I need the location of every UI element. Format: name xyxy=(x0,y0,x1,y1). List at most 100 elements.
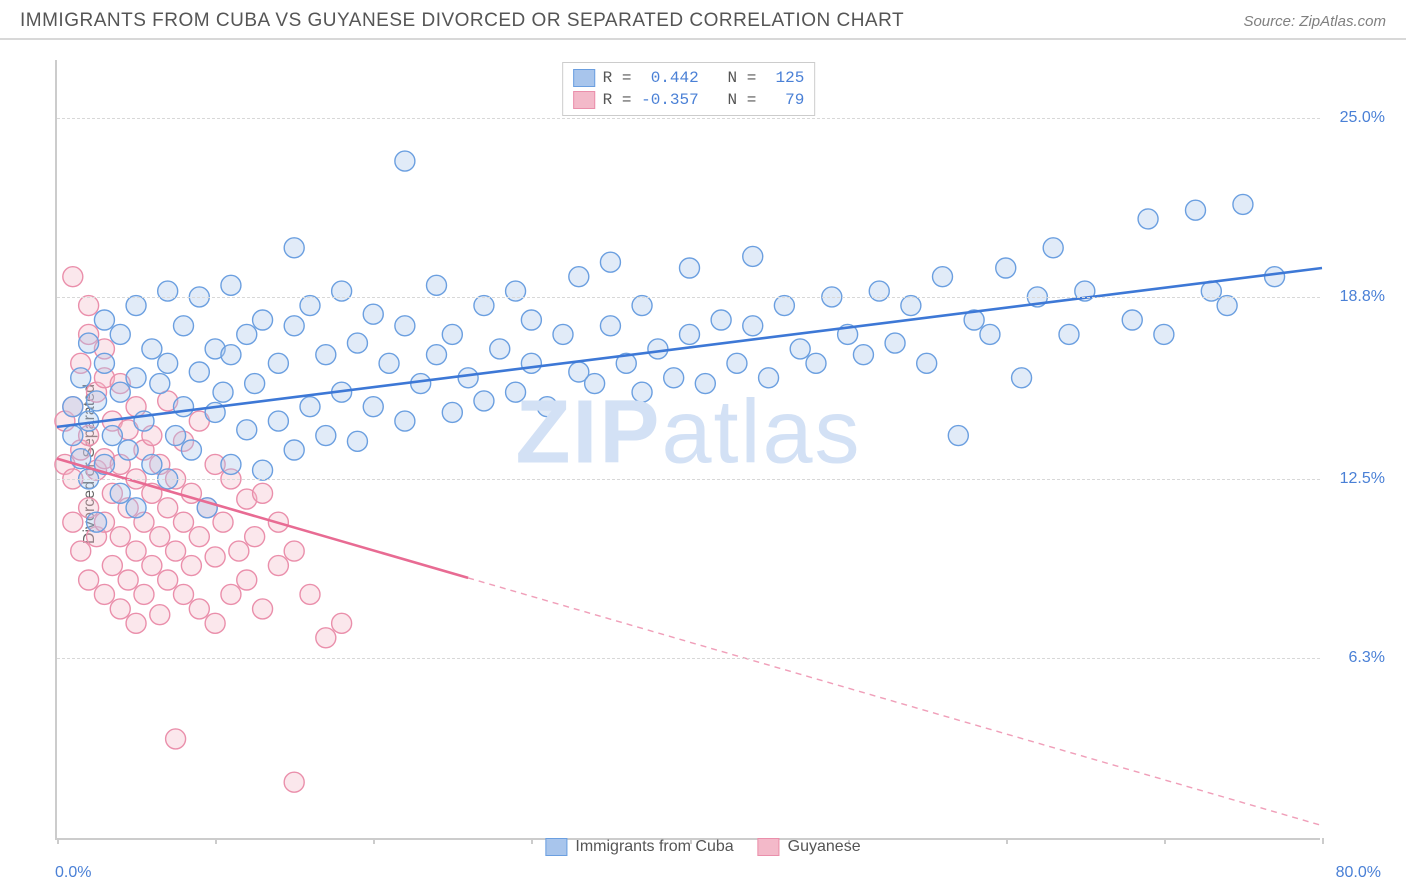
scatter-point xyxy=(118,440,138,460)
x-tick xyxy=(215,838,217,844)
x-tick xyxy=(1164,838,1166,844)
scatter-point xyxy=(790,339,810,359)
x-tick xyxy=(531,838,533,844)
scatter-point xyxy=(268,556,288,576)
swatch-guyanese xyxy=(573,91,595,109)
scatter-point xyxy=(110,599,130,619)
scatter-point xyxy=(268,411,288,431)
legend-item-guyanese: Guyanese xyxy=(758,838,861,856)
scatter-point xyxy=(181,556,201,576)
scatter-point xyxy=(189,599,209,619)
scatter-point xyxy=(213,382,233,402)
legend-label-guyanese: Guyanese xyxy=(788,838,861,856)
legend-item-cuba: Immigrants from Cuba xyxy=(545,838,733,856)
scatter-point xyxy=(1265,267,1285,287)
scatter-point xyxy=(300,584,320,604)
legend-label-cuba: Immigrants from Cuba xyxy=(575,838,733,856)
scatter-point xyxy=(300,397,320,417)
scatter-point xyxy=(94,584,114,604)
scatter-point xyxy=(680,324,700,344)
scatter-point xyxy=(442,402,462,422)
scatter-point xyxy=(150,374,170,394)
scatter-point xyxy=(253,310,273,330)
scatter-point xyxy=(158,281,178,301)
scatter-point xyxy=(158,353,178,373)
scatter-point xyxy=(284,238,304,258)
scatter-point xyxy=(395,316,415,336)
scatter-point xyxy=(395,151,415,171)
scatter-point xyxy=(63,267,83,287)
scatter-point xyxy=(174,397,194,417)
scatter-point xyxy=(506,382,526,402)
swatch-cuba xyxy=(573,69,595,87)
scatter-point xyxy=(521,310,541,330)
scatter-point xyxy=(181,440,201,460)
scatter-point xyxy=(1217,296,1237,316)
scatter-point xyxy=(917,353,937,373)
scatter-point xyxy=(166,729,186,749)
scatter-point xyxy=(774,296,794,316)
scatter-point xyxy=(316,628,336,648)
scatter-point xyxy=(71,368,91,388)
scatter-point xyxy=(237,324,257,344)
scatter-point xyxy=(727,353,747,373)
scatter-point xyxy=(284,772,304,792)
trend-line-dashed xyxy=(468,578,1322,826)
scatter-point xyxy=(166,541,186,561)
scatter-point xyxy=(553,324,573,344)
scatter-point xyxy=(933,267,953,287)
scatter-point xyxy=(474,296,494,316)
scatter-point xyxy=(94,353,114,373)
scatter-point xyxy=(79,570,99,590)
scatter-point xyxy=(1186,200,1206,220)
scatter-point xyxy=(245,527,265,547)
scatter-point xyxy=(521,353,541,373)
scatter-point xyxy=(347,431,367,451)
scatter-point xyxy=(363,397,383,417)
scatter-point xyxy=(996,258,1016,278)
gridline-h xyxy=(57,658,1320,659)
scatter-point xyxy=(142,556,162,576)
scatter-point xyxy=(664,368,684,388)
scatter-point xyxy=(743,246,763,266)
scatter-point xyxy=(71,541,91,561)
scatter-point xyxy=(506,281,526,301)
legend-row-cuba: R = 0.442 N = 125 xyxy=(573,67,805,89)
scatter-point xyxy=(600,252,620,272)
scatter-point xyxy=(1138,209,1158,229)
scatter-point xyxy=(94,310,114,330)
scatter-point xyxy=(284,440,304,460)
y-tick-label: 12.5% xyxy=(1325,470,1385,488)
scatter-point xyxy=(110,382,130,402)
scatter-point xyxy=(221,345,241,365)
scatter-point xyxy=(221,275,241,295)
scatter-point xyxy=(648,339,668,359)
scatter-point xyxy=(134,584,154,604)
scatter-point xyxy=(126,368,146,388)
scatter-point xyxy=(474,391,494,411)
scatter-point xyxy=(537,397,557,417)
scatter-point xyxy=(1233,194,1253,214)
scatter-point xyxy=(284,316,304,336)
scatter-point xyxy=(118,570,138,590)
scatter-point xyxy=(205,547,225,567)
scatter-point xyxy=(229,541,249,561)
chart-container: Divorced or Separated ZIPatlas R = 0.442… xyxy=(0,40,1406,888)
x-tick xyxy=(57,838,59,844)
scatter-point xyxy=(102,426,122,446)
scatter-point xyxy=(363,304,383,324)
scatter-point xyxy=(695,374,715,394)
scatter-point xyxy=(411,374,431,394)
scatter-point xyxy=(268,353,288,373)
scatter-point xyxy=(347,333,367,353)
scatter-point xyxy=(743,316,763,336)
y-tick-label: 25.0% xyxy=(1325,109,1385,127)
scatter-point xyxy=(102,556,122,576)
scatter-point xyxy=(63,512,83,532)
scatter-point xyxy=(110,324,130,344)
scatter-point xyxy=(316,426,336,446)
scatter-point xyxy=(253,483,273,503)
scatter-point xyxy=(1012,368,1032,388)
scatter-point xyxy=(869,281,889,301)
scatter-point xyxy=(142,339,162,359)
